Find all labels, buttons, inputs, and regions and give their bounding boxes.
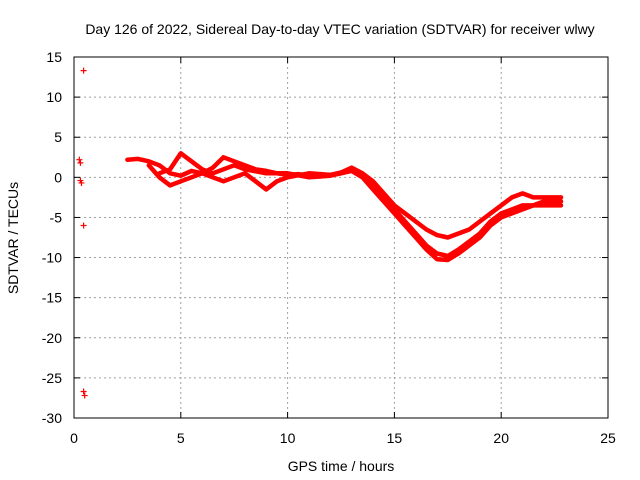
series-track-c xyxy=(157,151,564,263)
x-tick-label: 15 xyxy=(387,430,403,446)
x-tick-label: 0 xyxy=(70,430,78,446)
outlier-point xyxy=(80,67,87,74)
x-tick-label: 20 xyxy=(493,430,509,446)
y-axis-label: SDTVAR / TECUs xyxy=(5,182,21,294)
outlier-point xyxy=(78,179,85,186)
x-tick-label: 10 xyxy=(280,430,296,446)
outlier-point xyxy=(80,222,87,229)
x-axis-label: GPS time / hours xyxy=(288,458,395,474)
y-tick-label: 5 xyxy=(54,129,62,145)
axis-ticks: 0 5 10 15 20 25 -30 -25 -20 -15 -10 -5 0 5 10 15 xyxy=(42,49,616,446)
y-tick-label: -25 xyxy=(42,370,62,386)
series-track-b xyxy=(146,163,564,259)
y-tick-label: -15 xyxy=(42,290,62,306)
outlier-point xyxy=(76,156,83,163)
y-tick-label: -20 xyxy=(42,330,62,346)
y-tick-label: -30 xyxy=(42,410,62,426)
plot-frame xyxy=(73,56,609,419)
x-tick-label: 25 xyxy=(600,430,616,446)
outlier-point xyxy=(80,388,87,395)
y-tick-label: 15 xyxy=(46,49,62,65)
y-tick-label: 0 xyxy=(54,169,62,185)
data-layer xyxy=(76,67,564,399)
y-tick-label: -10 xyxy=(42,250,62,266)
series-track-a xyxy=(125,155,564,240)
y-tick-label: -5 xyxy=(50,209,63,225)
y-tick-label: 10 xyxy=(46,89,62,105)
grid-lines xyxy=(74,57,608,418)
x-tick-label: 5 xyxy=(177,430,185,446)
outlier-point xyxy=(81,392,88,399)
chart-title: Day 126 of 2022, Sidereal Day-to-day VTE… xyxy=(85,21,594,37)
outlier-point xyxy=(77,159,84,166)
